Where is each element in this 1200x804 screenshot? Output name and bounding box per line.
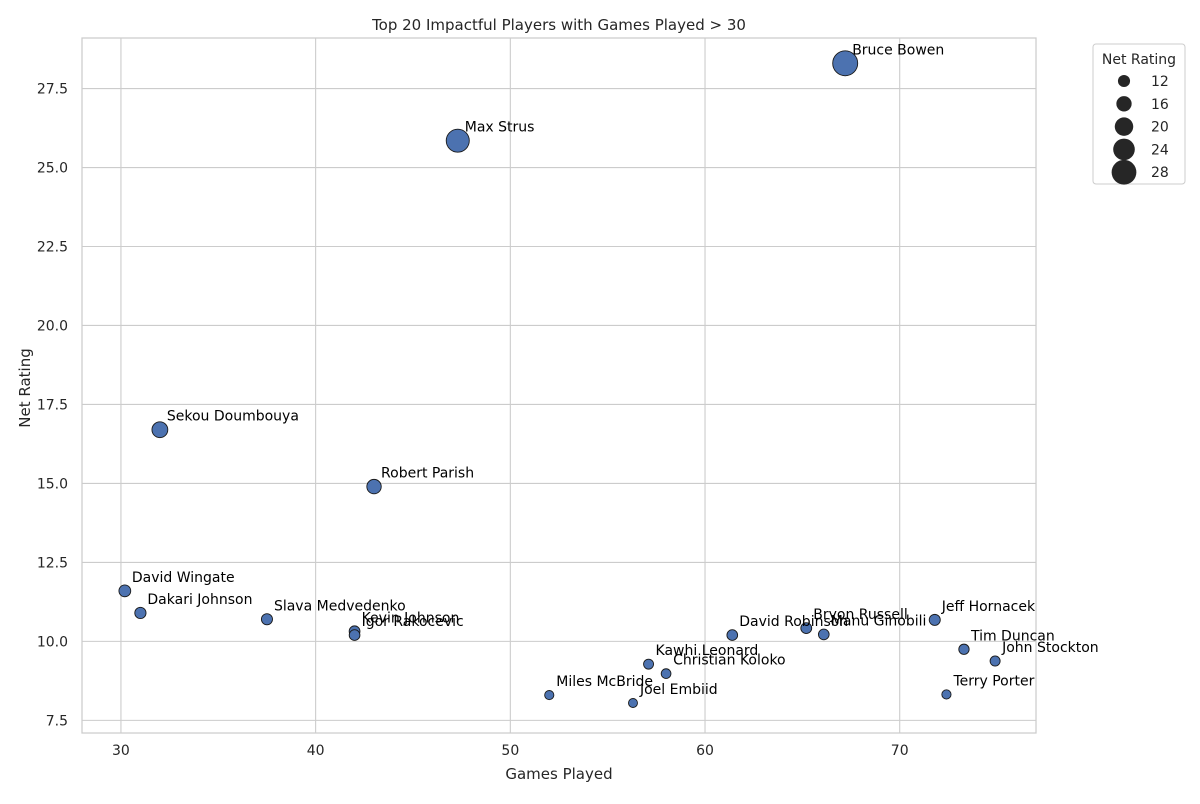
legend-marker xyxy=(1113,138,1135,161)
legend-entry-label: 28 xyxy=(1151,165,1169,181)
data-point xyxy=(941,689,952,700)
legend: Net Rating 12 16 20 24 28 xyxy=(1092,43,1186,185)
legend-entry-label: 20 xyxy=(1151,120,1169,136)
data-point xyxy=(134,606,147,620)
point-label: Tim Duncan xyxy=(970,628,1055,644)
data-point xyxy=(832,50,859,77)
y-tick-label: 10.0 xyxy=(37,634,68,650)
point-label: Dakari Johnson xyxy=(147,592,252,608)
point-labels: Bruce Bowen Max Strus Sekou Doumbouya Rober… xyxy=(132,42,1099,698)
y-tick-label: 27.5 xyxy=(37,82,68,98)
data-point xyxy=(260,613,273,626)
data-point xyxy=(151,421,169,439)
legend-entries: 12 16 20 24 28 xyxy=(1111,74,1169,185)
plot-frame xyxy=(81,37,1037,734)
point-label: Miles McBride xyxy=(556,674,653,690)
data-points xyxy=(118,50,1001,708)
x-tick-label: 60 xyxy=(696,743,714,759)
point-label: Bruce Bowen xyxy=(852,42,944,58)
y-axis-title: Net Rating xyxy=(16,348,34,427)
legend-entry-label: 12 xyxy=(1151,74,1169,90)
chart-title: Top 20 Impactful Players with Games Play… xyxy=(371,16,746,34)
legend-marker xyxy=(1114,117,1134,136)
point-label: Sekou Doumbouya xyxy=(167,409,299,425)
point-label: Terry Porter xyxy=(952,673,1034,689)
data-point xyxy=(118,584,132,598)
legend-title: Net Rating xyxy=(1102,52,1176,68)
data-point xyxy=(660,668,672,679)
point-label: Igor Rakocevic xyxy=(362,614,464,630)
x-tick-label: 40 xyxy=(307,743,325,759)
point-label: David Wingate xyxy=(132,570,235,586)
y-tick-labels: 7.5 10.0 12.5 15.0 17.5 20.0 22.5 25.0 27.5 xyxy=(37,82,68,730)
point-label: Manu Ginobili xyxy=(831,613,927,629)
data-point xyxy=(928,613,941,626)
x-tick-labels: 30 40 50 60 70 xyxy=(112,743,909,759)
point-label: Christian Koloko xyxy=(673,653,786,669)
point-label: Robert Parish xyxy=(381,466,474,482)
x-tick-label: 30 xyxy=(112,743,130,759)
point-label: David Robinson xyxy=(739,614,848,630)
legend-marker xyxy=(1111,159,1137,185)
data-point xyxy=(348,629,361,641)
legend-marker xyxy=(1116,96,1132,112)
data-point xyxy=(445,128,470,153)
point-label: Jeff Hornacek xyxy=(941,599,1036,615)
y-tick-label: 20.0 xyxy=(37,318,68,334)
grid xyxy=(82,38,1036,733)
point-label: Kawhi Leonard xyxy=(656,643,759,659)
y-tick-label: 15.0 xyxy=(37,476,68,492)
data-point xyxy=(726,629,739,641)
point-label: Kevin Johnson xyxy=(362,610,460,626)
x-axis-title: Games Played xyxy=(505,765,612,783)
data-point xyxy=(817,628,830,641)
data-point xyxy=(958,643,970,655)
point-label: John Stockton xyxy=(1001,640,1099,656)
data-point xyxy=(989,655,1001,667)
y-tick-label: 12.5 xyxy=(37,555,68,571)
y-tick-label: 22.5 xyxy=(37,240,68,256)
data-point xyxy=(643,658,654,670)
y-tick-label: 17.5 xyxy=(37,397,68,413)
point-label: Slava Medvedenko xyxy=(274,598,406,614)
point-label: Max Strus xyxy=(465,120,535,136)
x-tick-label: 50 xyxy=(501,743,519,759)
legend-entry-label: 16 xyxy=(1151,97,1169,113)
y-tick-label: 7.5 xyxy=(46,713,68,729)
data-point xyxy=(628,698,638,708)
legend-entry-label: 24 xyxy=(1151,142,1169,158)
point-label: Joel Embiid xyxy=(639,682,718,698)
legend-marker xyxy=(1117,74,1131,88)
y-tick-label: 25.0 xyxy=(37,161,68,177)
point-label: Bryon Russell xyxy=(813,607,908,623)
data-point xyxy=(800,622,813,635)
data-point xyxy=(544,690,555,701)
data-point xyxy=(366,478,382,495)
x-tick-label: 70 xyxy=(891,743,909,759)
